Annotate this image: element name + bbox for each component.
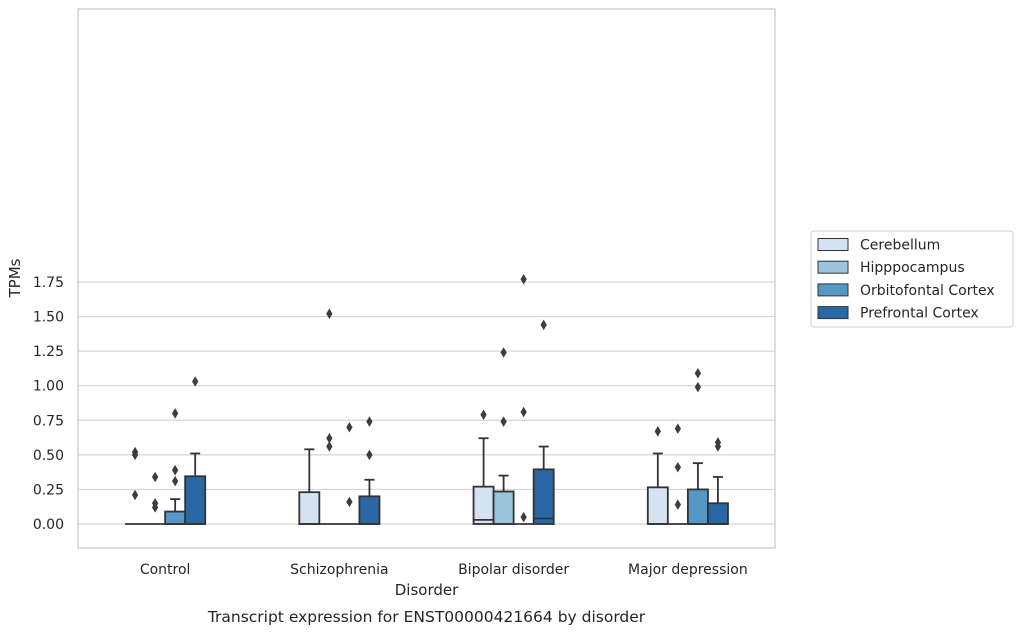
outlier-point <box>520 406 527 418</box>
x-tick-label: Major depression <box>628 562 748 578</box>
box-body <box>646 486 669 525</box>
legend-swatch <box>817 260 849 274</box>
box-hipppocampus <box>667 423 688 525</box>
outlier-point <box>654 426 661 437</box>
box-orbitofontal-cortex <box>339 421 360 525</box>
outlier-point <box>674 499 682 510</box>
box-prefrontal-cortex <box>532 319 555 525</box>
legend-label: Prefrontal Cortex <box>860 306 979 322</box>
outlier-point <box>674 423 682 434</box>
box-prefrontal-cortex <box>184 376 207 525</box>
outlier-point <box>151 471 159 483</box>
legend-label: Cerebellum <box>860 238 940 254</box>
outlier-point <box>346 496 353 508</box>
box-body <box>184 475 207 525</box>
y-tick-label: 1.25 <box>33 344 64 360</box>
box-body <box>472 485 495 525</box>
outlier-point <box>540 319 547 331</box>
legend-label: Hipppocampus <box>860 260 965 276</box>
x-axis-label: Disorder <box>395 581 459 599</box>
box-cerebellum <box>646 426 669 525</box>
x-tick-label: Bipolar disorder <box>458 562 569 578</box>
y-tick-labels: 0.00 0.25 0.50 0.75 1.00 1.25 1.50 1.75 <box>33 275 64 533</box>
outlier-point <box>694 368 702 379</box>
box-body <box>492 490 515 525</box>
outlier-point <box>366 449 373 461</box>
box-hipppocampus <box>319 308 340 525</box>
legend-swatch <box>817 283 849 297</box>
box-hipppocampus <box>492 347 515 525</box>
legend: Cerebellum Hipppocampus Orbitofontal Corte… <box>810 230 1014 328</box>
box-body <box>298 491 321 525</box>
box-body <box>532 468 555 525</box>
x-tick-label: Control <box>140 562 191 578</box>
outlier-point <box>520 273 527 285</box>
legend-swatch <box>817 238 849 251</box>
legend-swatch <box>817 306 849 320</box>
outlier-point <box>171 475 179 487</box>
chart-caption: Transcript expression for ENST0000042166… <box>207 608 646 626</box>
box-prefrontal-cortex <box>358 416 381 525</box>
box-prefrontal-cortex <box>707 437 729 525</box>
box-body <box>164 510 187 525</box>
y-gridlines <box>78 281 775 525</box>
box-body <box>707 502 729 525</box>
box-orbitofontal-cortex <box>686 368 709 525</box>
y-tick-label: 1.00 <box>33 379 64 395</box>
box-cerebellum <box>125 446 146 525</box>
legend-label: Orbitofontal Cortex <box>860 283 995 299</box>
outlier-point <box>326 441 333 452</box>
box-body <box>358 495 381 525</box>
y-tick-label: 0.75 <box>33 413 64 429</box>
outlier-point <box>346 421 353 433</box>
outlier-point <box>714 437 722 448</box>
y-axis-label: TPMs <box>6 258 24 298</box>
box-body <box>686 488 709 525</box>
y-tick-label: 0.25 <box>33 482 64 498</box>
y-tick-label: 0.50 <box>33 448 64 464</box>
box-hipppocampus <box>145 471 166 525</box>
box-cerebellum <box>472 409 495 525</box>
y-tick-label: 0.00 <box>33 517 64 533</box>
legend-frame <box>810 230 1014 328</box>
plot-frame <box>77 8 776 549</box>
outlier-point <box>674 462 682 473</box>
y-tick-label: 1.75 <box>33 275 64 291</box>
outlier-point <box>520 511 527 523</box>
outlier-point <box>171 464 179 476</box>
outlier-point <box>326 308 333 320</box>
outlier-point <box>694 381 702 393</box>
y-tick-label: 1.50 <box>33 310 64 326</box>
outlier-point <box>366 416 373 427</box>
x-tick-labels: Control Schizophrenia Bipolar disorder Majo… <box>140 562 748 578</box>
outlier-point <box>500 416 507 427</box>
outlier-point <box>326 433 333 444</box>
box-series <box>125 273 729 525</box>
box-cerebellum <box>298 448 321 525</box>
box-orbitofontal-cortex <box>164 408 187 525</box>
outlier-point <box>500 347 507 358</box>
outlier-point <box>131 446 139 458</box>
outlier-point <box>192 376 199 387</box>
box-orbitofontal-cortex <box>513 273 534 525</box>
outlier-point <box>480 409 487 420</box>
outlier-point <box>171 408 179 419</box>
outlier-point <box>151 498 159 509</box>
outlier-point <box>131 489 139 501</box>
x-tick-label: Schizophrenia <box>290 562 388 578</box>
